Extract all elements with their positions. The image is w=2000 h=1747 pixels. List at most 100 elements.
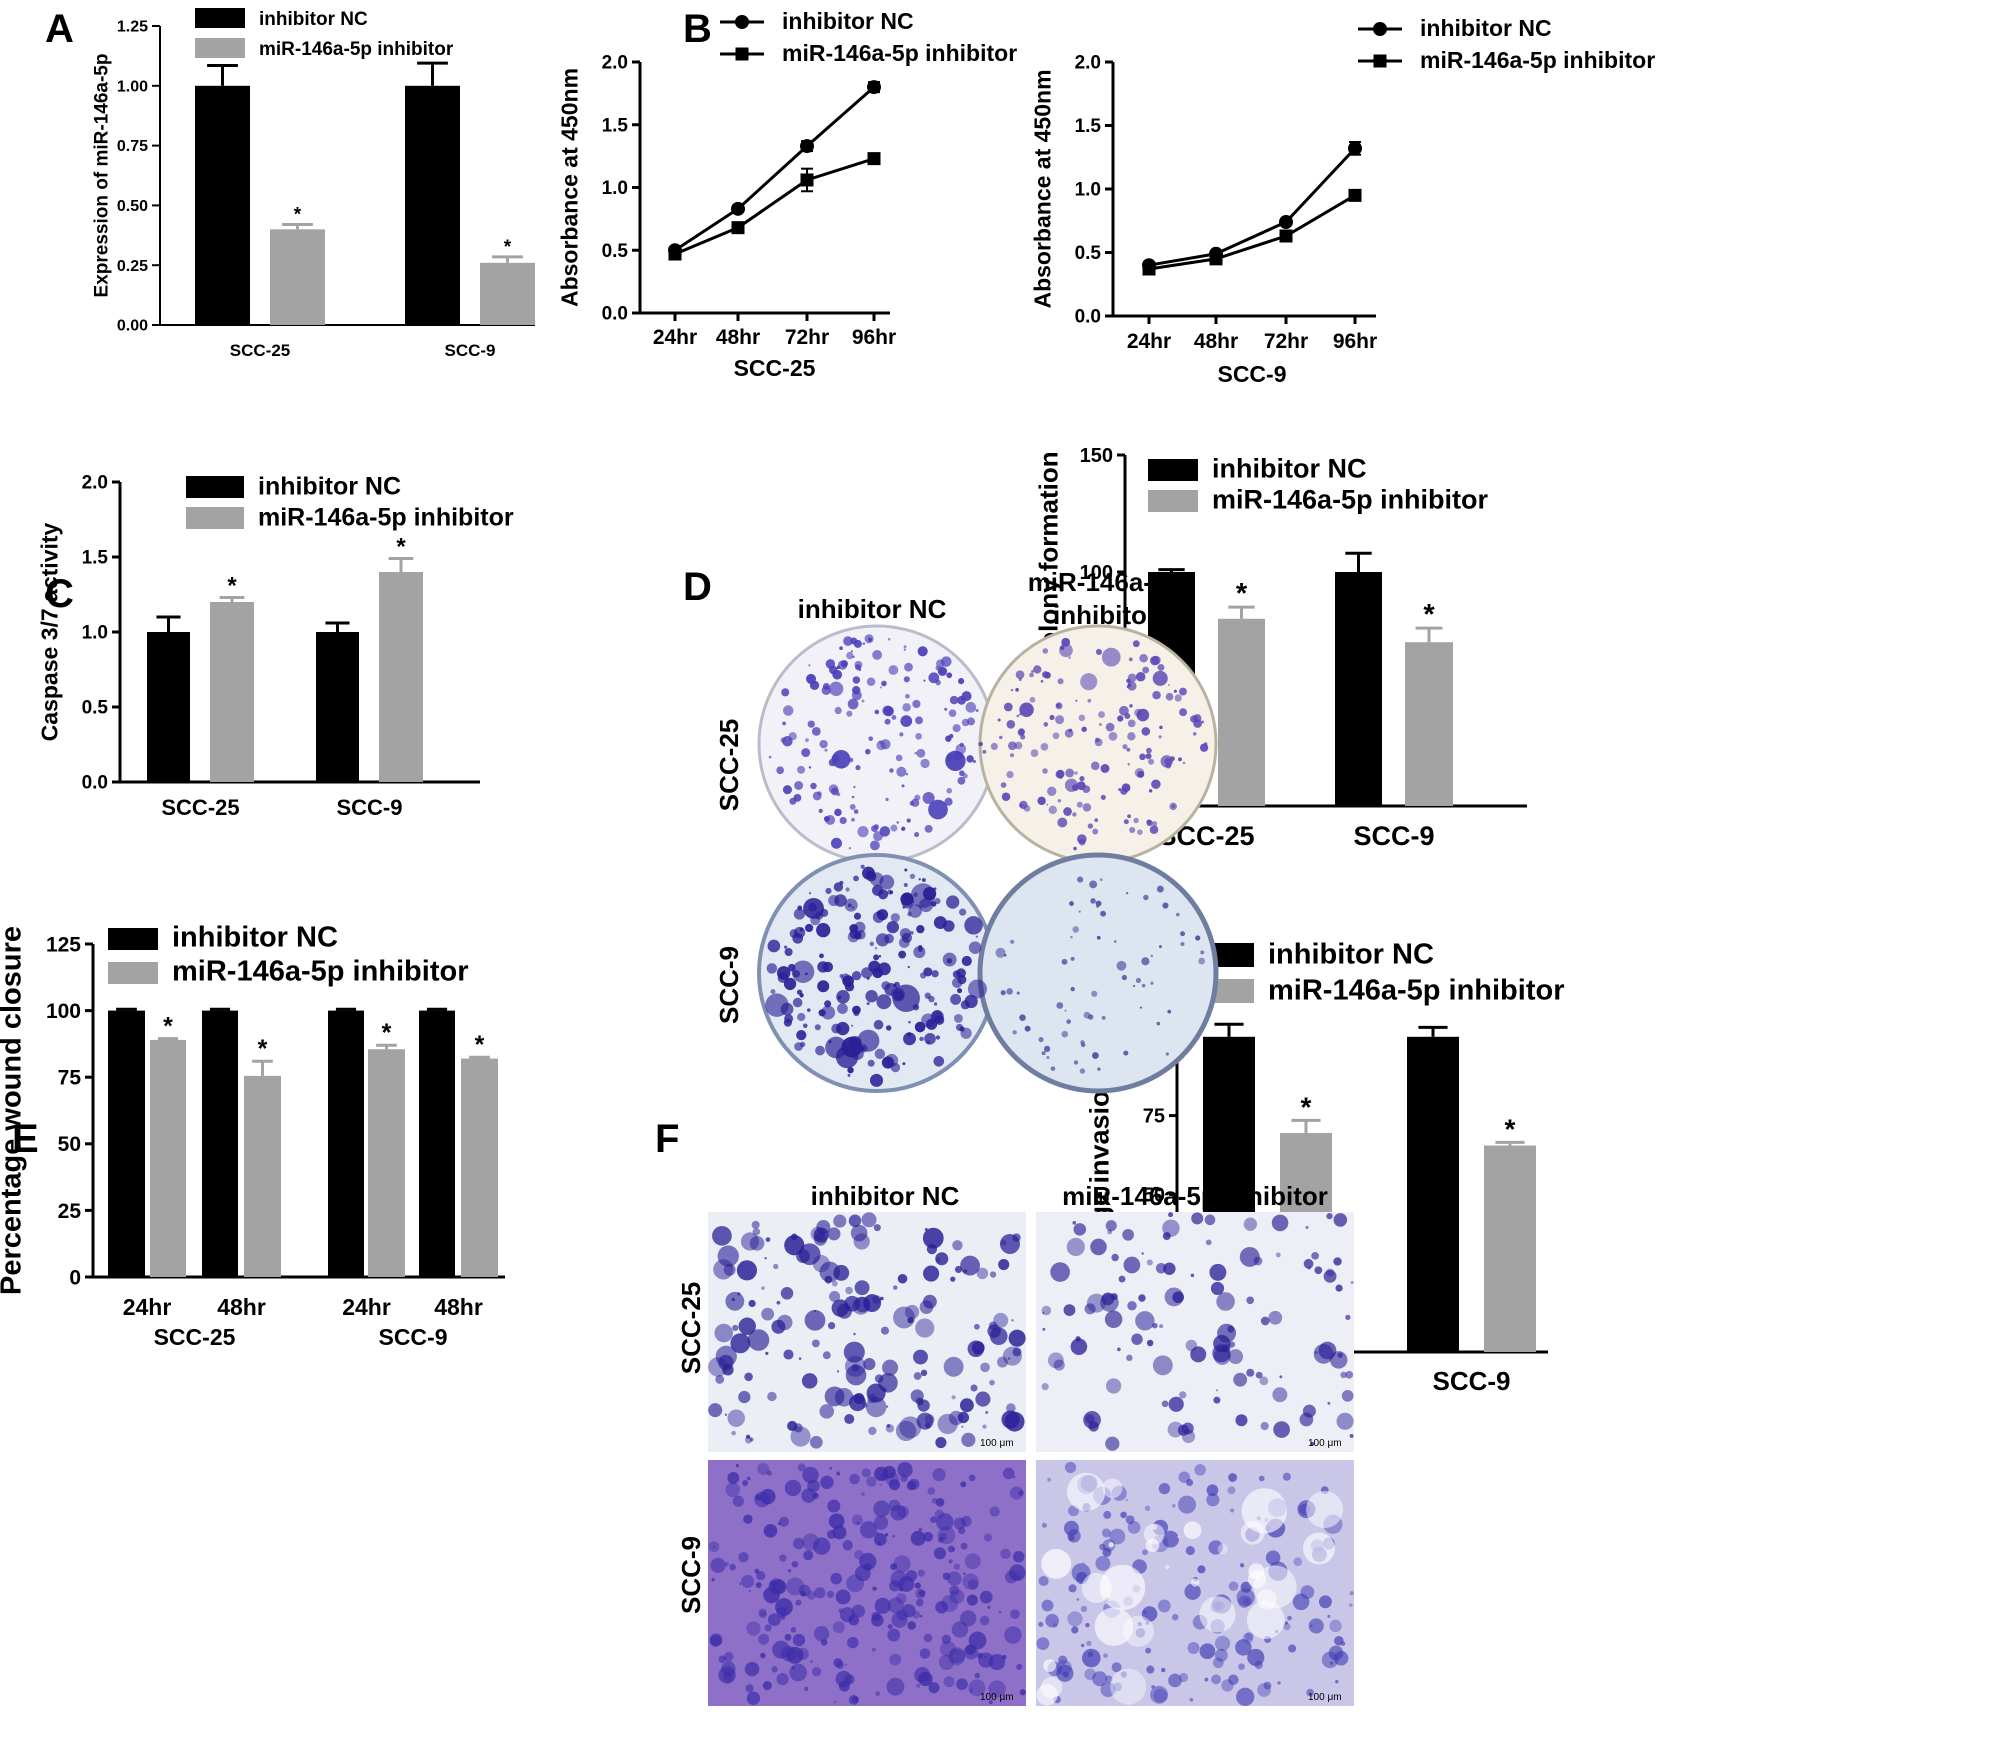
micrograph-row-label-scc9: SCC-9 <box>676 1536 706 1614</box>
colony-dot <box>844 1051 848 1055</box>
colony-dot <box>836 989 850 1004</box>
cell-blob <box>1345 1370 1354 1379</box>
cell-blob <box>732 1495 744 1507</box>
B1-x-tick-label: 72hr <box>785 326 829 349</box>
colony-dot <box>901 932 913 943</box>
C-bar-inh <box>210 602 254 782</box>
cell-blob <box>866 1383 886 1403</box>
colony-dot <box>867 1059 875 1067</box>
cell-blob <box>1010 1609 1020 1619</box>
colony-dot <box>921 1013 936 1028</box>
colony-dot <box>906 1032 912 1037</box>
colony-dot <box>879 874 895 890</box>
cell-blob <box>1071 1563 1091 1583</box>
colony-dot <box>1165 692 1174 701</box>
cell-blob <box>790 1626 797 1633</box>
colony-dot <box>1040 679 1044 683</box>
E-bar-inh <box>150 1039 186 1277</box>
cell-blob <box>1009 1486 1024 1500</box>
cell-blob <box>1209 1263 1227 1281</box>
cell-blob <box>1256 1589 1277 1610</box>
cell-blob <box>1314 1266 1323 1275</box>
cell-blob <box>914 1582 921 1589</box>
cell-blob <box>1157 1599 1171 1613</box>
colony-dot <box>946 895 960 909</box>
cell-blob <box>1094 1607 1134 1646</box>
colony-dot <box>1113 940 1117 944</box>
colony-dot <box>901 826 906 831</box>
colony-dot <box>922 792 935 805</box>
B1-legend-label: miR-146a-5p inhibitor <box>782 40 1017 66</box>
colony-dot <box>862 642 866 645</box>
cell-blob <box>1236 1588 1255 1607</box>
colony-dot <box>884 983 898 996</box>
colony-dot <box>919 898 933 913</box>
cell-blob <box>861 1212 877 1228</box>
micrograph-row-label-scc25: SCC-25 <box>676 1282 706 1374</box>
colony-dot <box>844 982 855 992</box>
colony-dot <box>1132 984 1136 988</box>
cell-blob <box>1068 1584 1077 1593</box>
cell-blob <box>1158 1482 1171 1495</box>
colony-dot <box>803 897 824 919</box>
cell-blob <box>832 1621 845 1634</box>
colony-dot <box>869 941 875 947</box>
cell-blob <box>923 1294 937 1309</box>
colony-dot <box>1015 670 1025 680</box>
cell-blob <box>1318 1341 1337 1360</box>
D-bar-nc <box>1335 572 1382 806</box>
cell-blob <box>912 1610 921 1619</box>
colony-dot <box>1056 703 1061 708</box>
colony-dot <box>782 721 786 726</box>
colony-dot <box>866 871 877 882</box>
colony-dot <box>851 971 862 981</box>
cell-blob <box>1012 1475 1016 1479</box>
cell-blob <box>882 1359 899 1376</box>
B2-legend-marker-square <box>1373 54 1387 68</box>
colony-dot <box>908 904 922 918</box>
cell-blob <box>1151 1524 1158 1530</box>
colony-dot <box>832 669 843 680</box>
colony-dot <box>1052 732 1060 740</box>
colony-dot <box>1126 747 1131 752</box>
colony-dot <box>902 906 905 909</box>
cell-blob <box>915 1318 935 1338</box>
colony-dot <box>958 678 965 685</box>
cell-blob <box>712 1545 716 1549</box>
cell-blob <box>1239 1563 1245 1568</box>
cell-blob <box>1328 1645 1344 1661</box>
cell-blob <box>791 1560 799 1568</box>
colony-dot <box>1070 956 1075 961</box>
B2-point-square <box>1142 262 1156 276</box>
colony-dot <box>1029 672 1034 678</box>
cell-blob <box>988 1680 1006 1698</box>
colony-dot <box>792 932 804 944</box>
cell-blob <box>1042 1311 1045 1315</box>
cell-blob <box>1056 1659 1072 1676</box>
cell-blob <box>885 1472 900 1486</box>
B1-legend-label: inhibitor NC <box>782 8 914 34</box>
cell-blob <box>913 1372 922 1380</box>
scale-bar-label-4: 100 μm <box>1308 1692 1342 1703</box>
E-legend-label-nc: inhibitor NC <box>172 922 338 954</box>
F-significance-star: * <box>1505 1113 1516 1144</box>
cell-blob <box>765 1237 771 1243</box>
colony-dot <box>805 738 809 742</box>
cell-blob <box>934 1509 945 1519</box>
cell-blob <box>1004 1411 1025 1432</box>
colony-dot <box>853 785 856 789</box>
cell-blob <box>1273 1421 1290 1438</box>
colony-dot <box>1117 715 1124 722</box>
cell-blob <box>988 1653 1006 1671</box>
cell-blob <box>832 1525 847 1540</box>
cell-blob <box>1190 1346 1207 1363</box>
colony-dot <box>857 1029 880 1052</box>
colony-dot <box>1139 753 1146 761</box>
cell-blob <box>1177 1424 1189 1436</box>
cell-blob <box>960 1515 972 1527</box>
cell-blob <box>970 1384 978 1392</box>
B1-point-square <box>800 173 814 187</box>
cell-blob <box>1191 1212 1204 1225</box>
cell-blob <box>763 1586 780 1604</box>
cell-blob <box>813 1626 830 1642</box>
